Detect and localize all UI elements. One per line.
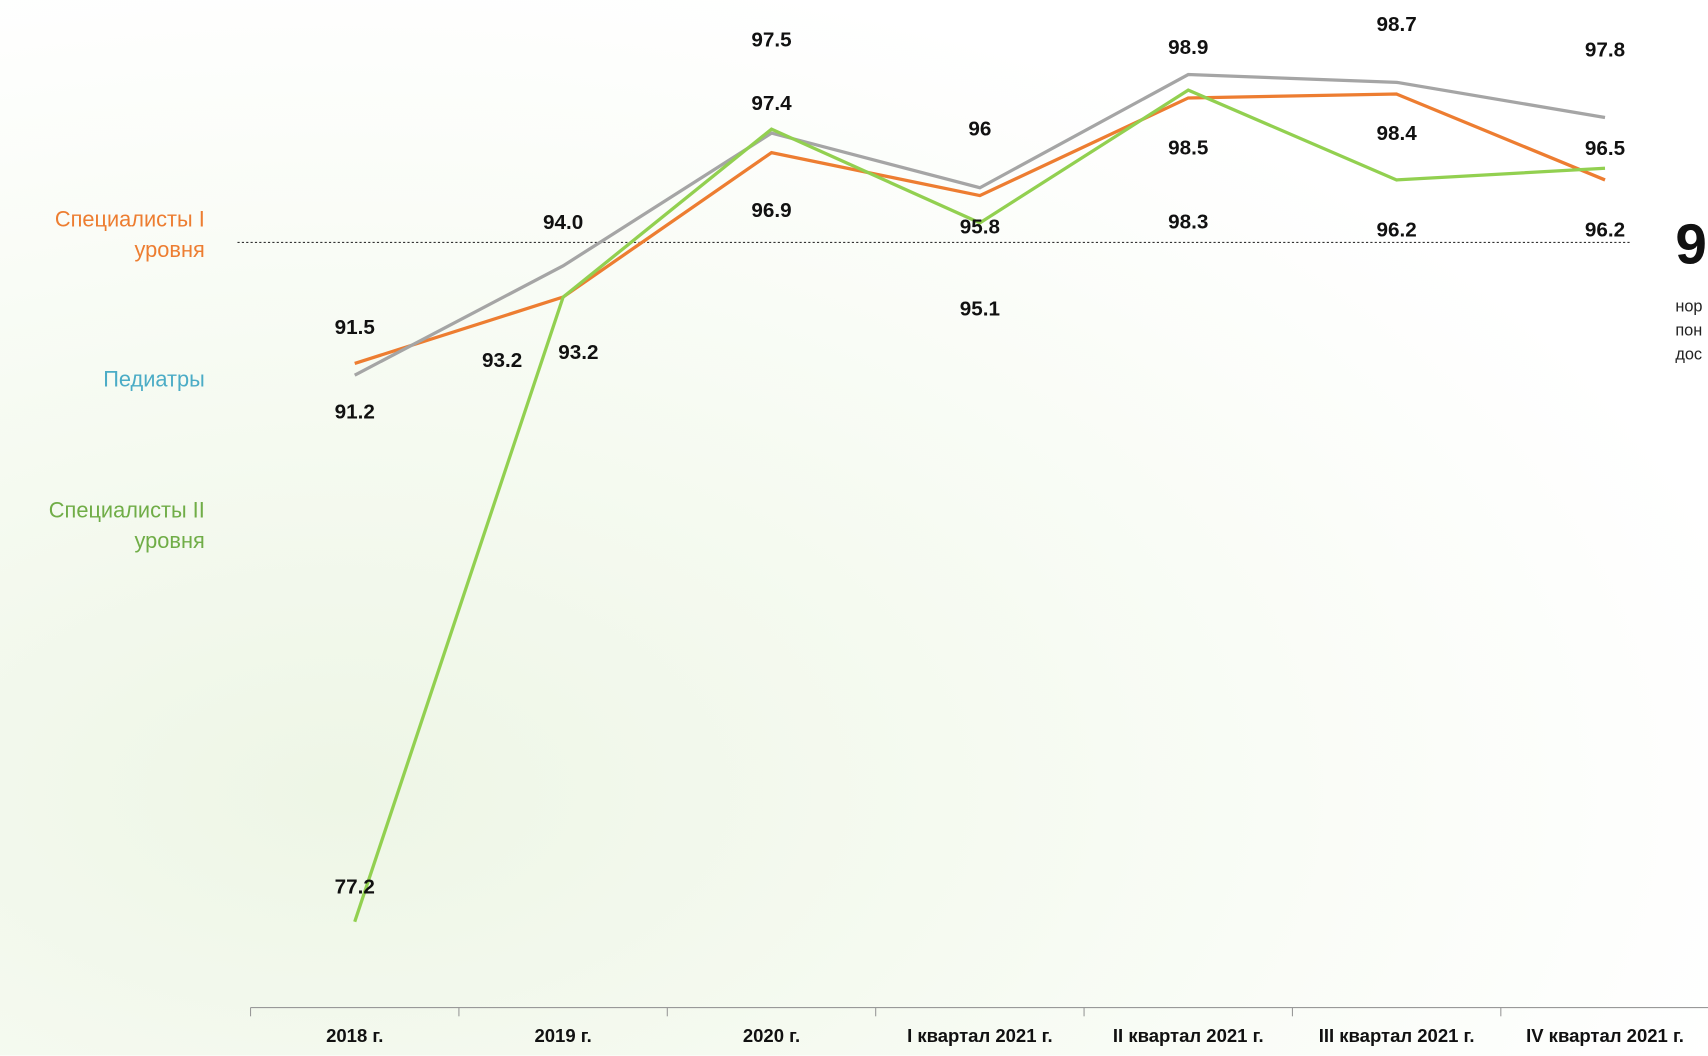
x-tick-label: II квартал 2021 г.	[1113, 1025, 1264, 1046]
legend-entry: Специалисты II уровня	[20, 496, 205, 557]
data-label: 96.5	[1585, 137, 1625, 160]
data-label: 96.2	[1377, 219, 1417, 242]
chart: 9 нор пон дос 2018 г. 2019 г. 2020 г. I ква…	[0, 0, 1708, 1056]
x-tick-label: 2018 г.	[326, 1025, 383, 1046]
annotation: 9	[1675, 213, 1707, 276]
x-tick-label: IV квартал 2021 г.	[1526, 1025, 1684, 1046]
legend-entry: Педиатры	[20, 365, 205, 396]
annotation: дос	[1675, 345, 1702, 363]
data-label: 91.5	[335, 316, 375, 339]
data-label: 96.9	[751, 199, 791, 222]
data-label: 95.1	[960, 297, 1000, 320]
data-label: 91.2	[335, 401, 375, 424]
plot: 9 нор пон дос 2018 г. 2019 г. 2020 г. I ква…	[0, 0, 1708, 1056]
data-label: 98.9	[1168, 36, 1208, 59]
data-label: 98.7	[1377, 13, 1417, 36]
data-label: 96.2	[1585, 219, 1625, 242]
annotation: нор	[1675, 297, 1702, 315]
x-tick-label: I квартал 2021 г.	[907, 1025, 1053, 1046]
x-tick-label: 2019 г.	[534, 1025, 591, 1046]
data-label: 98.3	[1168, 211, 1208, 234]
data-label: 98.5	[1168, 136, 1208, 159]
data-label: 95.8	[960, 216, 1000, 239]
data-label: 98.4	[1377, 122, 1418, 145]
data-label: 97.4	[751, 92, 792, 115]
data-label: 97.5	[751, 28, 791, 51]
annotation: пон	[1675, 321, 1702, 339]
data-label: 97.8	[1585, 38, 1625, 61]
data-label: 96	[968, 117, 991, 140]
data-label: 94.0	[543, 211, 583, 234]
data-label: 77.2	[335, 875, 375, 898]
legend-entry: Специалисты I уровня	[20, 205, 205, 266]
data-label: 93.2	[482, 349, 522, 372]
x-tick-label: III квартал 2021 г.	[1319, 1025, 1475, 1046]
x-tick-label: 2020 г.	[743, 1025, 800, 1046]
data-label: 93.2	[558, 341, 598, 364]
